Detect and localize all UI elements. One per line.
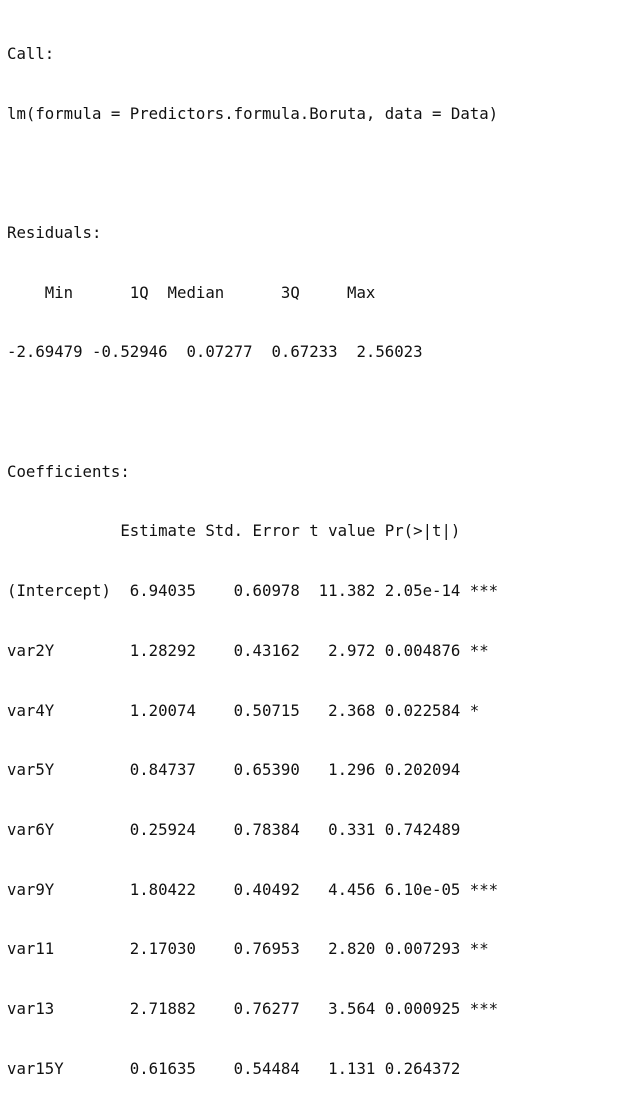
residuals-values: -2.69479 -0.52946 0.07277 0.67233 2.5602… [7, 342, 433, 362]
call-heading: Call: [7, 43, 55, 63]
blank-line [7, 163, 635, 183]
coefficients-header: Estimate Std. Error t value Pr(>|t|) [7, 521, 499, 541]
coefficient-row-var15y: var15Y 0.61635 0.54484 1.131 0.264372 [7, 1058, 499, 1078]
call-expression: lm(formula = Predictors.formula.Boruta, … [7, 103, 499, 123]
residuals-heading: Residuals: [7, 222, 102, 242]
r-console-output: Call: lm(formula = Predictors.formula.Bo… [7, 4, 635, 1108]
coefficient-row-var2y: var2Y 1.28292 0.43162 2.972 0.004876 ** [7, 640, 499, 660]
coefficient-row-var5y: var5Y 0.84737 0.65390 1.296 0.202094 [7, 760, 499, 780]
coefficient-row-intercept: (Intercept) 6.94035 0.60978 11.382 2.05e… [7, 581, 499, 601]
blank-line [7, 402, 635, 422]
coefficient-row-var4y: var4Y 1.20074 0.50715 2.368 0.022584 * [7, 700, 499, 720]
coefficient-row-var9y: var9Y 1.80422 0.40492 4.456 6.10e-05 *** [7, 879, 499, 899]
coefficient-row-var6y: var6Y 0.25924 0.78384 0.331 0.742489 [7, 819, 499, 839]
coefficient-row-var11: var11 2.17030 0.76953 2.820 0.007293 ** [7, 939, 499, 959]
residuals-header: Min 1Q Median 3Q Max [7, 282, 385, 302]
coefficients-heading: Coefficients: [7, 461, 130, 481]
coefficient-row-var13: var13 2.71882 0.76277 3.564 0.000925 *** [7, 999, 499, 1019]
